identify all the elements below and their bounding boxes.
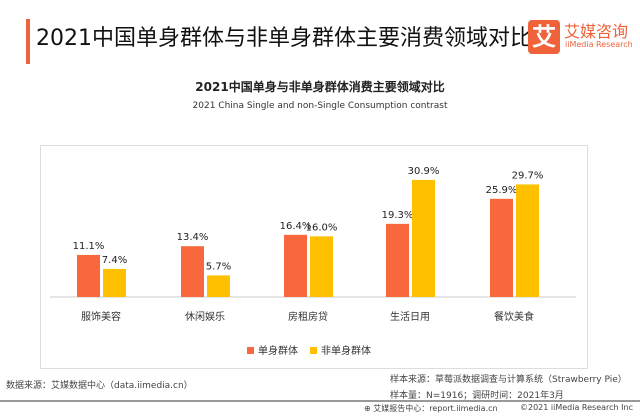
chart-title: 2021中国单身与非单身群体消费主要领域对比: [195, 80, 445, 94]
bar: [77, 254, 100, 297]
title-accent-bar: [26, 19, 30, 64]
data-label: 5.7%: [206, 261, 231, 272]
data-label: 19.3%: [382, 210, 414, 221]
data-label: 13.4%: [177, 232, 209, 243]
bar: [490, 198, 513, 297]
legend-label: 非单身群体: [321, 344, 371, 357]
data-label: 7.4%: [102, 255, 127, 266]
chart-subtitle: 2021 China Single and non-Single Consump…: [192, 101, 448, 111]
data-source: 数据来源：艾媒数据中心（data.iimedia.cn）: [6, 381, 193, 391]
bar: [310, 236, 333, 297]
legend-swatch: [247, 347, 254, 354]
data-label: 30.9%: [408, 166, 440, 177]
x-tick-label: 餐饮美食: [494, 310, 534, 323]
bar: [207, 275, 230, 297]
logo-mark: 艾: [528, 20, 560, 54]
bar: [516, 184, 539, 297]
logo-name-cn: 艾媒咨询: [564, 22, 629, 41]
legend-label: 单身群体: [258, 344, 298, 357]
bar: [181, 246, 204, 297]
page-title: 2021中国单身群体与非单身群体主要消费领域对比: [36, 26, 532, 51]
bar: [284, 234, 307, 297]
logo: 艾 艾媒咨询 iiMedia Research: [528, 18, 638, 58]
footer-divider: [0, 400, 640, 402]
globe-icon: ⊕: [364, 404, 374, 413]
bar: [412, 179, 435, 297]
x-tick-label: 房租房贷: [288, 310, 328, 323]
x-tick-label: 休闲娱乐: [185, 310, 225, 323]
data-label: 11.1%: [73, 241, 105, 252]
report-center: ⊕ 艾媒报告中心：report.iimedia.cn: [364, 403, 498, 414]
copyright: ©2021 iiMedia Research Inc: [520, 403, 633, 412]
data-label: 16.4%: [280, 221, 312, 232]
data-label: 16.0%: [306, 222, 338, 233]
legend-swatch: [310, 347, 317, 354]
x-tick-label: 服饰美容: [81, 310, 121, 323]
sample-size: 样本量：N=1916；调研时间：2021年3月: [390, 391, 564, 401]
data-label: 25.9%: [486, 185, 518, 196]
chart-frame: [40, 145, 588, 369]
x-tick-label: 生活日用: [390, 310, 430, 323]
sample-source: 样本来源：草莓派数据调查与计算系统（Strawberry Pie）: [390, 375, 627, 385]
bar: [103, 268, 126, 297]
report-link[interactable]: 艾媒报告中心：report.iimedia.cn: [373, 404, 498, 413]
logo-name-en: iiMedia Research: [565, 40, 633, 49]
data-label: 29.7%: [512, 170, 544, 181]
bar: [386, 223, 409, 297]
